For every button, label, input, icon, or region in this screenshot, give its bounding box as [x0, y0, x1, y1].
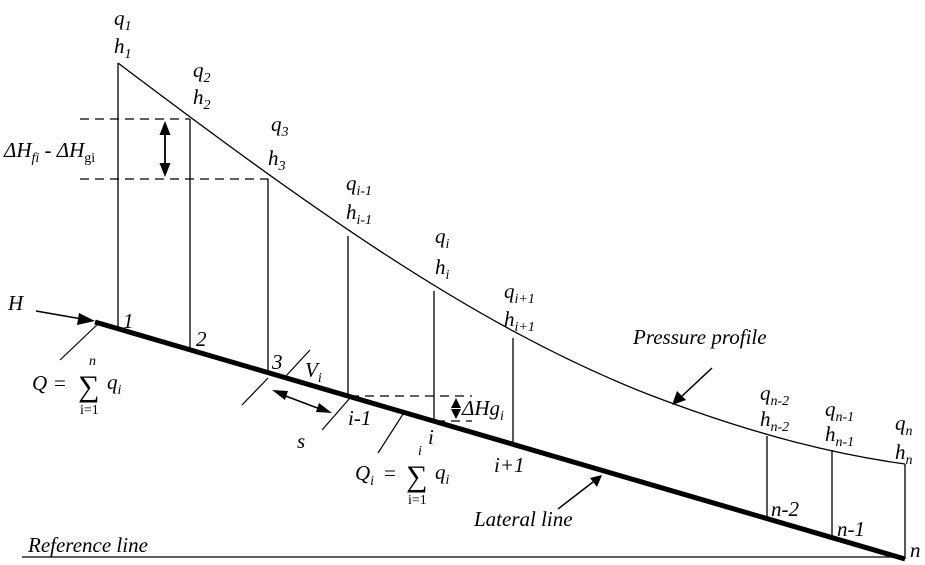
- pressure-head-lines: [117, 63, 906, 559]
- node-label-2: 2: [196, 327, 207, 351]
- svg-text:Qi: Qi: [355, 461, 374, 489]
- segment-flow-formula: Qi = ∑ i i=1 qi: [355, 444, 450, 508]
- outlet-flow-label-n-2: qn-2: [760, 381, 789, 409]
- lateral-line: [94, 319, 906, 562]
- velocity-label: Vi: [305, 358, 322, 386]
- tick-s-start: [241, 377, 269, 406]
- outlet-flow-label-i+1: qi+1: [504, 279, 535, 307]
- pressure-profile-arrow: [672, 367, 713, 405]
- node-labels: 1 2 3 i-1 i i+1 n-2 n-1 n: [123, 309, 921, 562]
- svg-text:Q: Q: [32, 371, 47, 395]
- node-label-n-2: n-2: [771, 497, 799, 521]
- outlet-flow-label-1: q1: [114, 6, 132, 34]
- node-label-n: n: [910, 538, 921, 562]
- outlet-head-label-n: hn: [895, 440, 913, 468]
- node-label-i: i: [428, 425, 434, 449]
- outlet-head-label-n-2: hn-2: [760, 407, 789, 435]
- spacing-arrow: [272, 390, 332, 413]
- outlet-head-label-1: h1: [114, 34, 132, 62]
- svg-text:=: =: [54, 371, 66, 395]
- reference-line-label: Reference line: [27, 533, 148, 557]
- outlet-head-label-i: hi: [435, 255, 450, 283]
- inlet-label: H: [7, 291, 25, 315]
- head-loss-label: ΔHfi - ΔHgi: [3, 138, 95, 166]
- tick-total-flow: [59, 321, 101, 361]
- outlet-head-label-2: h2: [193, 85, 211, 113]
- svg-text:=: =: [384, 461, 396, 485]
- tick-s-end: [321, 397, 351, 431]
- node-label-1: 1: [123, 309, 134, 333]
- svg-text:n: n: [89, 354, 96, 369]
- lateral-line-arrow: [557, 475, 602, 510]
- lateral-line-label: Lateral line: [473, 507, 573, 531]
- outlet-flow-label-i-1: qi-1: [346, 171, 372, 199]
- total-flow-formula: Q = ∑ n i=1 qi: [32, 354, 122, 418]
- tick-velocity: [284, 349, 311, 378]
- pressure-profile-curve: [117, 62, 906, 465]
- svg-text:i=1: i=1: [80, 403, 99, 418]
- svg-text:qi: qi: [107, 370, 122, 398]
- outlet-head-label-i-1: hi-1: [346, 200, 372, 228]
- svg-text:i: i: [418, 444, 422, 459]
- svg-text:i=1: i=1: [408, 493, 427, 508]
- outlet-flow-label-n-1: qn-1: [825, 397, 854, 425]
- elevation-drop-label: ΔHgi: [461, 396, 504, 424]
- outlet-flow-label-n: qn: [895, 411, 913, 439]
- inlet-arrow: [35, 310, 95, 325]
- svg-text:qi: qi: [435, 460, 450, 488]
- tick-segment-flow: [377, 410, 406, 454]
- outlet-flow-label-i: qi: [435, 224, 450, 252]
- outlet-head-label-n-1: hn-1: [825, 422, 854, 450]
- node-label-i+1: i+1: [494, 453, 525, 477]
- outlet-head-label-i+1: hi+1: [504, 307, 535, 335]
- lateral-ticks: [59, 321, 406, 454]
- node-label-3: 3: [271, 350, 283, 374]
- outlet-flow-label-3: q3: [271, 112, 289, 140]
- outlet-flow-label-2: q2: [193, 58, 211, 86]
- dashed-guides: [80, 118, 472, 422]
- spacing-label: s: [297, 429, 305, 453]
- node-label-n-1: n-1: [837, 517, 865, 541]
- svg-text:∑: ∑: [78, 370, 99, 403]
- head-loss-arrow: [159, 121, 171, 177]
- outlet-head-label-3: h3: [268, 146, 286, 174]
- svg-text:∑: ∑: [406, 460, 427, 493]
- node-label-i-1: i-1: [348, 406, 371, 430]
- pressure-profile-label: Pressure profile: [632, 325, 767, 349]
- elevation-drop-arrow: [451, 398, 461, 419]
